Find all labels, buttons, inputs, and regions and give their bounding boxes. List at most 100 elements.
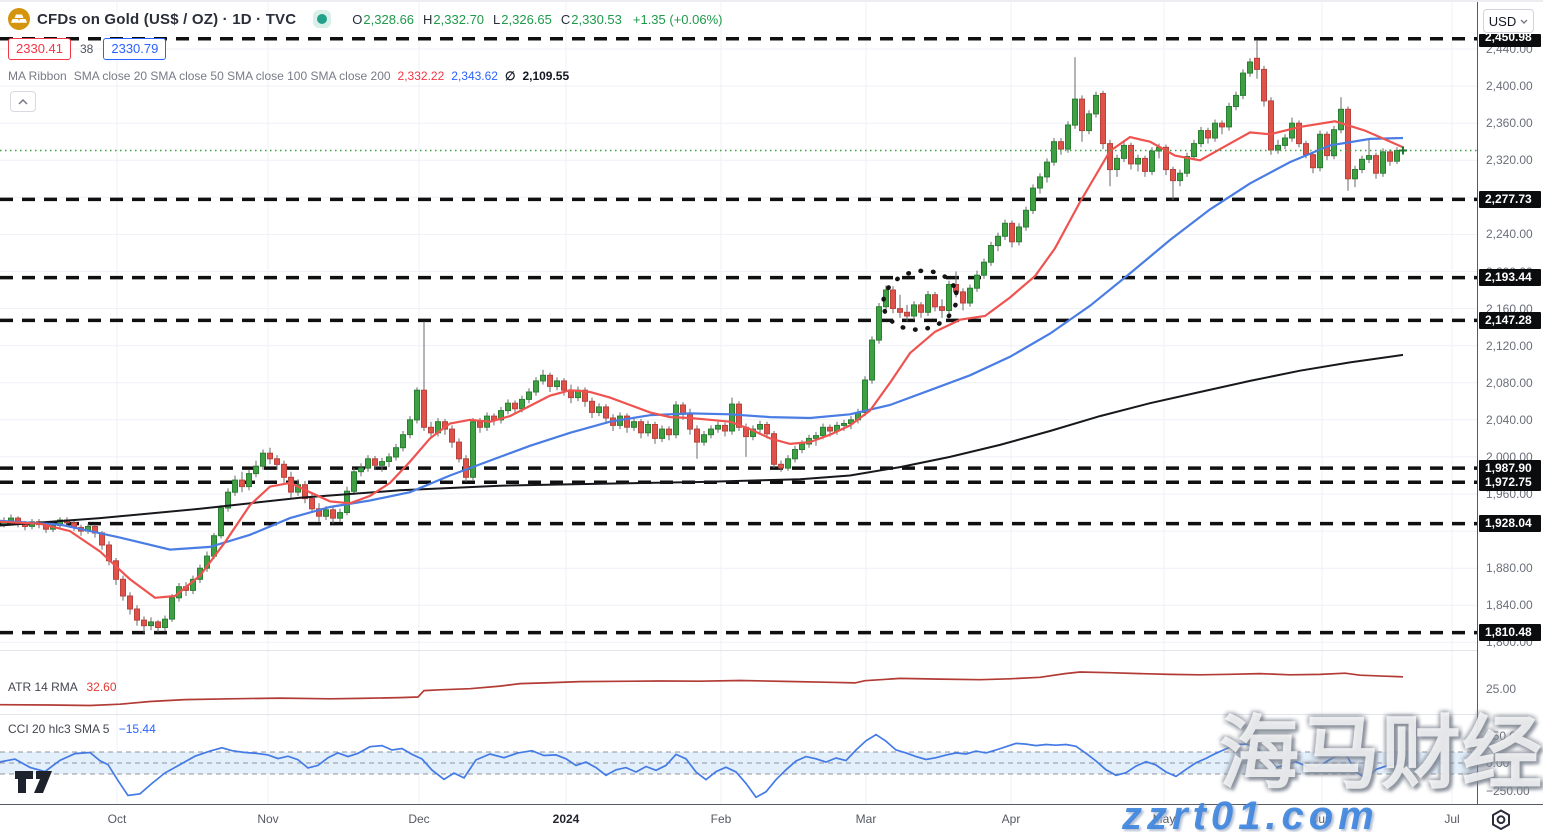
symbol-header: CFDs on Gold (US$ / OZ) · 1D · TVC O 2,32… [8, 8, 723, 30]
candle-body [1205, 130, 1211, 139]
currency-selector[interactable]: USD [1483, 9, 1534, 33]
ma-ribbon-value-50: 2,343.62 [451, 69, 498, 83]
candle-body [477, 421, 483, 428]
candle-body [1282, 137, 1288, 146]
candle-body [1268, 100, 1274, 151]
candle-body [1051, 141, 1057, 163]
price-alert-box-blue[interactable]: 2330.79 [103, 38, 167, 60]
candle-body [918, 304, 924, 313]
price-tick-label: 1,840.00 [1486, 598, 1533, 612]
candle-body [1359, 158, 1365, 171]
candle-body [1058, 141, 1064, 150]
market-status-dot[interactable] [313, 10, 332, 28]
candle-body [498, 410, 504, 421]
candle-body [911, 304, 917, 317]
candle-body [729, 403, 735, 432]
candle-body [624, 415, 630, 428]
candle-body [771, 433, 777, 465]
tradingview-logo[interactable] [13, 768, 55, 801]
candle-body [554, 380, 560, 387]
candle-body [932, 294, 938, 308]
candle-body [190, 578, 196, 591]
candle-body [547, 374, 553, 387]
candle-body [785, 458, 791, 469]
candle-body [1254, 57, 1260, 70]
candle-body [1373, 155, 1379, 174]
candle-body [827, 426, 833, 432]
candle-body [386, 456, 392, 462]
candle-body [141, 619, 147, 627]
candle-body [127, 595, 133, 610]
price-level-label: 1,928.04 [1479, 515, 1541, 532]
time-tick-label: 2024 [552, 812, 580, 826]
candle-body [820, 426, 826, 437]
indicator-tick-label: −250.00 [1486, 784, 1530, 798]
candle-body [988, 245, 994, 263]
settings-gear-icon[interactable] [1489, 808, 1513, 832]
candle-body [148, 621, 154, 627]
ma-ribbon-params: SMA close 20 SMA close 50 SMA close 100 … [73, 69, 391, 83]
candle-body [134, 608, 140, 621]
candle-body [1044, 161, 1050, 178]
ohlc-pair: H 2,332.70 [423, 12, 484, 27]
candle-body [869, 339, 875, 381]
candle-body [407, 419, 413, 436]
candle-body [890, 289, 896, 309]
candle-body [316, 508, 322, 517]
candle-body [1275, 144, 1281, 151]
price-alert-box-red[interactable]: 2330.41 [8, 38, 71, 60]
price-axis[interactable]: 2,440.00 2,400.00 2,360.00 2,320.00 2,240.00… [1477, 2, 1543, 804]
candle-body [470, 421, 476, 478]
candle-body [218, 507, 224, 537]
candle-body [120, 578, 126, 597]
ma-ribbon-avg-symbol: ∅ [504, 69, 516, 83]
ohlc-key: C [560, 11, 571, 27]
candle-body [1163, 146, 1169, 171]
candle-body [267, 452, 273, 460]
pane-separator[interactable] [0, 714, 1543, 715]
candle-body [764, 424, 770, 435]
candle-body [673, 404, 679, 436]
candle-body [1310, 154, 1316, 169]
candle-body [1240, 72, 1246, 96]
chevron-down-icon [1520, 19, 1528, 24]
ma-ribbon-legend[interactable]: MA Ribbon SMA close 20 SMA close 50 SMA … [8, 69, 569, 83]
price-tick-label: 2,400.00 [1486, 79, 1533, 93]
candle-body [358, 467, 364, 473]
candle-body [379, 461, 385, 466]
candle-body [701, 434, 707, 443]
time-axis[interactable]: Oct Nov Dec 2024 Feb Mar Apr May Jun Jul [0, 804, 1543, 832]
candle-body [708, 428, 714, 436]
ohlc-value: 2,332.70 [433, 11, 485, 27]
candle-body [589, 400, 595, 413]
candle-body [1093, 94, 1099, 115]
candle-body [925, 294, 931, 313]
ohlc-pair: L 2,326.65 [493, 12, 552, 27]
time-tick-label: Nov [257, 812, 279, 826]
candle-body [1002, 222, 1008, 237]
candle-body [351, 471, 357, 492]
symbol-title[interactable]: CFDs on Gold (US$ / OZ) · 1D · TVC [37, 10, 297, 28]
pane-separator[interactable] [0, 650, 1543, 651]
candle-body [526, 391, 532, 400]
price-tick-label: 2,320.00 [1486, 153, 1533, 167]
price-change: +1.35 (+0.06%) [632, 11, 723, 27]
candle-body [1135, 157, 1141, 165]
candle-body [155, 621, 161, 629]
atr-name: ATR 14 RMA [8, 680, 78, 694]
candle-body [645, 424, 651, 434]
candle-body [400, 434, 406, 449]
candle-body [1184, 156, 1190, 174]
time-tick-label: Jul [1444, 812, 1460, 826]
candle-body [456, 441, 462, 460]
cci-indicator-legend[interactable]: CCI 20 hlc3 SMA 5 −15.44 [8, 722, 156, 736]
atr-indicator-legend[interactable]: ATR 14 RMA 32.60 [8, 680, 117, 694]
cci-line [0, 733, 1407, 799]
candle-body [582, 389, 588, 402]
chart-plot-area[interactable] [0, 2, 1477, 804]
ohlc-pair: O 2,328.66 [352, 12, 414, 27]
candle-body [162, 618, 168, 629]
collapse-legend-button[interactable] [10, 91, 36, 112]
candle-body [687, 413, 693, 430]
candle-body [323, 509, 329, 517]
